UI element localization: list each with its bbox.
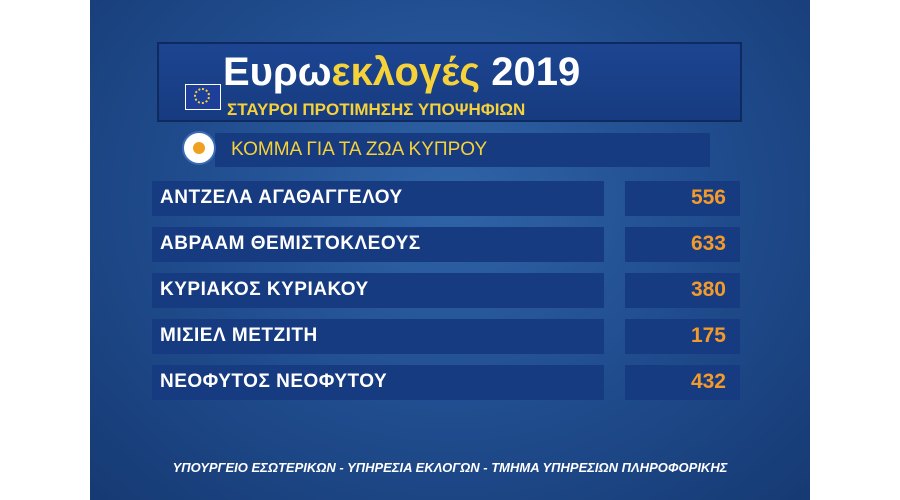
footer: ΥΠΟΥΡΓΕΙΟ ΕΣΩΤΕΡΙΚΩΝ - ΥΠΗΡΕΣΙΑ ΕΚΛΟΓΩΝ … [172, 460, 728, 475]
name-bar: ΝΕΟΦΥΤΟΣ ΝΕΟΦΥΤΟΥ [152, 365, 604, 400]
party-name: ΚΟΜΜΑ ΓΙΑ ΤΑ ΖΩΑ ΚΥΠΡΟΥ [231, 139, 488, 160]
candidate-name: ΜΙΣΙΕΛ ΜΕΤΖΙΤΗ [160, 325, 318, 346]
name-bar: ΑΝΤΖΕΛΑ ΑΓΑΘΑΓΓΕΛΟΥ [152, 181, 604, 216]
vote-count: 633 [690, 232, 726, 255]
title-part: εκλογές [331, 50, 481, 94]
name-bar: ΚΥΡΙΑΚΟΣ ΚΥΡΙΑΚΟΥ [152, 273, 604, 308]
vote-box: 633 [625, 227, 740, 262]
vote-count: 175 [690, 324, 726, 347]
name-bar: ΑΒΡΑΑΜ ΘΕΜΙΣΤΟΚΛΕΟΥΣ [152, 227, 604, 262]
flag-stars [194, 88, 210, 104]
vote-box: 432 [625, 365, 740, 400]
name-bar: ΜΙΣΙΕΛ ΜΕΤΖΙΤΗ [152, 319, 604, 354]
eu-flag [185, 84, 221, 110]
subtitle: ΣΤΑΥΡΟΙ ΠΡΟΤΙΜΗΣΗΣ ΥΠΟΨΗΦΙΩΝ [227, 100, 526, 119]
vote-count: 432 [690, 370, 726, 393]
screen: Ευρωεκλογές 2019 ΣΤΑΥΡΟΙ ΠΡΟΤΙΜΗΣΗΣ ΥΠΟΨ… [90, 0, 810, 500]
logo-paw [193, 142, 205, 154]
vote-count: 380 [690, 278, 726, 301]
title-part: 2019 [491, 50, 581, 94]
candidate-name: ΑΝΤΖΕΛΑ ΑΓΑΘΑΓΓΕΛΟΥ [160, 187, 403, 208]
vote-count: 556 [690, 186, 726, 209]
candidate-name: ΚΥΡΙΑΚΟΣ ΚΥΡΙΑΚΟΥ [160, 279, 369, 300]
vote-box: 175 [625, 319, 740, 354]
candidate-name: ΑΒΡΑΑΜ ΘΕΜΙΣΤΟΚΛΕΟΥΣ [160, 233, 421, 254]
party-bar: ΚΟΜΜΑ ΓΙΑ ΤΑ ΖΩΑ ΚΥΠΡΟΥ [215, 133, 710, 167]
title: Ευρωεκλογές 2019 [223, 50, 580, 95]
vote-box: 556 [625, 181, 740, 216]
party-logo [182, 131, 216, 165]
candidate-name: ΝΕΟΦΥΤΟΣ ΝΕΟΦΥΤΟΥ [160, 371, 388, 392]
title-box: Ευρωεκλογές 2019 ΣΤΑΥΡΟΙ ΠΡΟΤΙΜΗΣΗΣ ΥΠΟΨ… [157, 42, 742, 122]
vote-box: 380 [625, 273, 740, 308]
title-part: Ευρω [223, 50, 332, 94]
